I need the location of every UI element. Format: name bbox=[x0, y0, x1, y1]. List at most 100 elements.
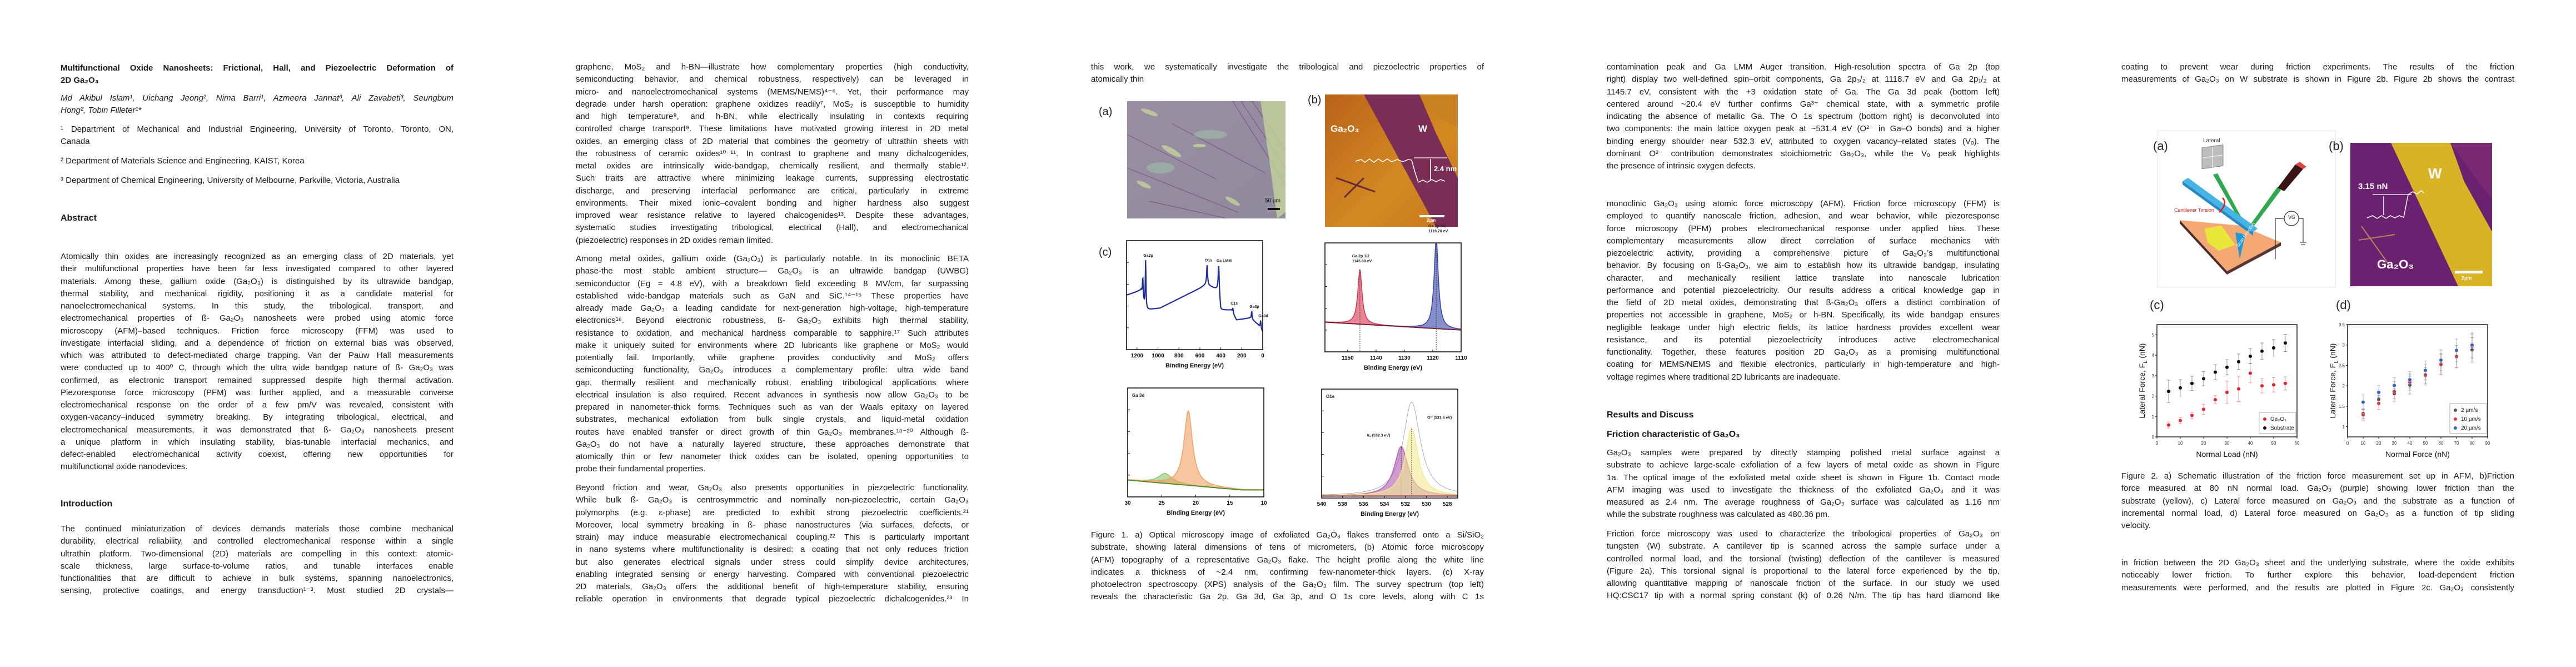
text-line: polymorphs (e.g. ε-phase) are predicted … bbox=[576, 507, 969, 517]
friction-map-image: W 3.15 nN Ga₂O₃ 2µm bbox=[2350, 143, 2492, 286]
text-line: character, and mechanically resilient la… bbox=[1607, 273, 2000, 283]
text-line: improved wear resistance relative to lay… bbox=[576, 211, 969, 220]
panel-label: O1s bbox=[1326, 394, 1335, 399]
peak-label: Vₒ (532.3 eV) bbox=[1367, 434, 1390, 437]
x-tick-label: 30 bbox=[2392, 441, 2397, 446]
text-line: ultrathin platform. Two-dimensional (2D)… bbox=[61, 549, 454, 559]
text-line: established wide-bandgap materials such … bbox=[576, 291, 969, 301]
plot-frame bbox=[2347, 324, 2488, 437]
text-line: in nano systems where multifunctionality… bbox=[576, 545, 969, 555]
body-paragraph: this work, we systematically investigate… bbox=[1091, 61, 1484, 86]
peak-label: Ga3d bbox=[1258, 314, 1268, 318]
legend-label: 2 µm/s bbox=[2461, 407, 2478, 414]
x-tick-label: 600 bbox=[1195, 353, 1205, 359]
text-line: allowing quantitative mapping of nanosca… bbox=[1607, 579, 2000, 588]
x-tick-label: 538 bbox=[1338, 501, 1347, 507]
y-tick-label: 1 bbox=[2152, 414, 2155, 419]
lateral-detector-label: Lateral bbox=[2203, 138, 2220, 144]
x-tick-label: 90 bbox=[2485, 441, 2490, 446]
text-line: probe their fundamental properties. bbox=[576, 464, 706, 474]
text-line: defect-enabled electromechanical activit… bbox=[61, 450, 454, 459]
text-line: Piezoresponse force microscopy (PFM) was… bbox=[61, 387, 454, 397]
data-point bbox=[2376, 397, 2381, 401]
data-point bbox=[2236, 387, 2241, 391]
x-axis-label: Normal Load (nN) bbox=[2196, 450, 2258, 459]
affiliation-line: ³ Department of Chemical Engineering, Un… bbox=[61, 176, 400, 185]
peak-label: Ga3p bbox=[1249, 305, 1259, 309]
x-axis-label: Normal Force (nN) bbox=[2385, 450, 2450, 459]
data-point bbox=[2376, 401, 2381, 406]
body-paragraph: Ga₂O₃ samples were prepared by directly … bbox=[1607, 447, 2000, 521]
data-point bbox=[2178, 386, 2183, 390]
text-line: sensing, protective coatings, and energy… bbox=[61, 586, 454, 596]
author-line: Md Akibul Islam¹, Uichang Jeong², Nima B… bbox=[61, 93, 454, 103]
baseline bbox=[1128, 479, 1264, 491]
x-tick-label: 1000 bbox=[1152, 353, 1164, 359]
data-point bbox=[2201, 407, 2206, 411]
text-line: contamination peak and Ga LMM Auger tran… bbox=[1607, 62, 2000, 72]
y-tick-label: 5 bbox=[2152, 332, 2155, 337]
y-tick-label: 4 bbox=[2152, 353, 2155, 358]
data-point bbox=[2260, 349, 2264, 354]
data-point bbox=[2190, 413, 2194, 417]
data-point bbox=[2454, 354, 2459, 359]
text-line: the presence of intrinsic oxygen defects… bbox=[1607, 161, 1756, 171]
text-line: scale thickness, large surface-to-volume… bbox=[61, 561, 454, 571]
text-line: already made Ga₂O₃ a leading candidate f… bbox=[576, 303, 969, 313]
legend-label: Ga₂O₃ bbox=[2270, 416, 2286, 422]
author-list: Md Akibul Islam¹, Uichang Jeong², Nima B… bbox=[61, 92, 454, 117]
figure1-panel-c-label: (c) bbox=[1099, 246, 1112, 258]
text-line: monoclinic Ga₂O₃ using atomic force micr… bbox=[1607, 199, 2000, 208]
body-paragraph: graphene, MoS₂ and h-BN—illustrate how c… bbox=[576, 61, 969, 247]
x-tick-label: 530 bbox=[1422, 501, 1431, 507]
y-tick-label: 1.5 bbox=[2339, 404, 2345, 409]
text-line: substrate (yellow), c) Lateral force mea… bbox=[2121, 496, 2514, 506]
text-line: noticeably lower friction. To further ex… bbox=[2121, 570, 2514, 580]
data-point bbox=[2423, 372, 2428, 377]
legend-label: 20 µm/s bbox=[2461, 425, 2481, 431]
text-line: properties not accessible in graphene, M… bbox=[1607, 310, 2000, 320]
affiliation-2: ² Department of Materials Science and En… bbox=[61, 155, 454, 167]
text-line: oxides, an emerging class of 2D material… bbox=[576, 136, 969, 146]
scale-bar-label: 2µm bbox=[2462, 275, 2472, 281]
peak-label: Ga 2p 3/2 bbox=[1428, 225, 1446, 228]
body-paragraph: coating to prevent wear during friction … bbox=[2121, 61, 2514, 86]
text-line: while the substrate roughness was calcul… bbox=[1607, 510, 1830, 520]
text-line: semiconducting behavior, and chemical ro… bbox=[576, 74, 969, 84]
text-line: complementary measurements allow direct … bbox=[1607, 236, 2000, 246]
plot-frame bbox=[1321, 389, 1458, 499]
text-line: in friction between the 2D Ga₂O₃ sheet a… bbox=[2121, 558, 2514, 568]
x-tick-label: 1120 bbox=[1427, 355, 1439, 361]
text-line: 1a. The optical image of the exfoliated … bbox=[1607, 472, 2000, 482]
scale-bar-label: 50 µm bbox=[1265, 198, 1280, 204]
x-tick-label: 50 bbox=[2423, 441, 2428, 446]
text-line: durability, electrical reliability, and … bbox=[61, 536, 454, 546]
plot-frame bbox=[1126, 240, 1263, 350]
legend-marker bbox=[2454, 426, 2457, 430]
text-line: systematic studies investigating tribolo… bbox=[576, 223, 969, 233]
data-point bbox=[2248, 371, 2253, 375]
figure2-caption: Figure 2. a) Schematic illustration of t… bbox=[2121, 470, 2514, 532]
legend-marker bbox=[2263, 426, 2266, 430]
x-tick-label: 1130 bbox=[1398, 355, 1411, 361]
figure2-panel-c-label: (c) bbox=[2150, 298, 2164, 312]
peak-label: C1s bbox=[1230, 302, 1238, 306]
text-line: this work, we systematically investigate… bbox=[1091, 62, 1484, 72]
x-tick-label: 25 bbox=[1159, 500, 1165, 506]
text-line: binding energy shoulder near 532.3 eV, a… bbox=[1607, 136, 2000, 146]
text-line: routes have enabled transfer or direct g… bbox=[576, 427, 969, 437]
text-line: micro- and nanoelectromechanical systems… bbox=[576, 87, 969, 97]
text-line: their multifunctional properties have be… bbox=[61, 264, 454, 274]
figure1-caption: Figure 1. a) Optical microscopy image of… bbox=[1091, 529, 1484, 604]
x-tick-label: 40 bbox=[2248, 441, 2253, 446]
text-line: resistance, and its potential piezoelect… bbox=[1607, 335, 2000, 345]
legend-label: Substrate bbox=[2270, 425, 2294, 431]
series-1 bbox=[2166, 334, 2288, 403]
y-axis-label-subscript: L bbox=[2333, 361, 2339, 364]
text-line: performance and potential piezoelectrici… bbox=[1607, 285, 2000, 295]
y-axis-label-unit: (nN) bbox=[2328, 344, 2337, 361]
data-point bbox=[2361, 400, 2365, 405]
text-line: 2D materials, Ga₂O₃ offers the additiona… bbox=[576, 582, 969, 591]
text-line: employed to quantify nanoscale friction,… bbox=[1607, 211, 2000, 221]
text-line: coating for MEMS/NEMS and flexible elect… bbox=[1607, 360, 2000, 370]
